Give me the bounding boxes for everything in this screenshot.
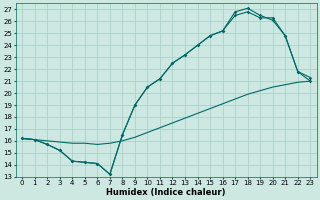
- X-axis label: Humidex (Indice chaleur): Humidex (Indice chaleur): [107, 188, 226, 197]
